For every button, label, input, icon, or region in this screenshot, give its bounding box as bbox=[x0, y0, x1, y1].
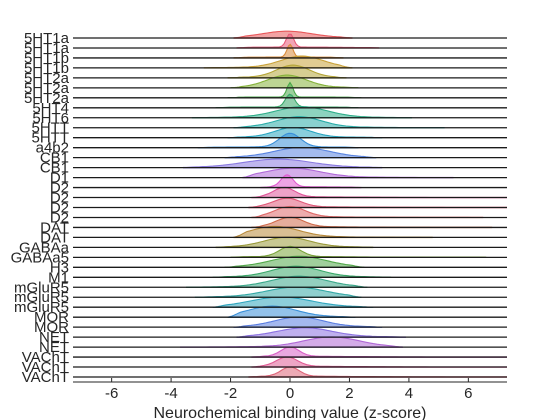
y-tick-label: D2 bbox=[50, 180, 69, 197]
density-area bbox=[236, 327, 406, 338]
y-tick-label: 5HT1b bbox=[24, 60, 69, 77]
ridge-mGluR5 bbox=[212, 296, 374, 308]
density-area bbox=[227, 305, 356, 318]
density-area bbox=[233, 43, 344, 59]
y-tick-label: NET bbox=[39, 339, 69, 356]
ridge-VAChT bbox=[251, 346, 507, 358]
y-tick-label: CB1 bbox=[40, 150, 69, 167]
y-tick-label: 5HT2a bbox=[24, 90, 70, 107]
x-axis: -6 -4 -2 0 2 4 6 bbox=[73, 378, 507, 402]
y-tick-label: 5HT2a bbox=[24, 70, 70, 87]
density-area bbox=[251, 186, 507, 199]
ridge-D2 bbox=[248, 197, 507, 209]
y-tick-label: MOR bbox=[34, 309, 69, 326]
y-tick-label: DAT bbox=[40, 229, 69, 246]
y-tick-label: CB1 bbox=[40, 160, 69, 177]
x-tick-label: 2 bbox=[345, 385, 353, 402]
density-area bbox=[182, 158, 383, 169]
y-tick-label: D2 bbox=[50, 190, 69, 207]
density-area bbox=[224, 255, 365, 268]
y-tick-label: H3 bbox=[50, 259, 69, 276]
y-tick-label: M1 bbox=[48, 269, 69, 286]
ridges bbox=[73, 30, 507, 378]
y-tick-label: VAChT bbox=[22, 369, 69, 386]
y-tick-label: mGluR5 bbox=[14, 289, 69, 306]
density-area bbox=[233, 316, 383, 328]
density-area bbox=[194, 286, 362, 298]
ridge-VAChT bbox=[251, 356, 507, 368]
density-area bbox=[248, 366, 507, 378]
density-area bbox=[251, 216, 493, 228]
y-tick-label: VAChT bbox=[22, 349, 69, 366]
density-area bbox=[224, 146, 377, 159]
ridge-D2 bbox=[251, 186, 507, 199]
y-tick-label: VAChT bbox=[22, 359, 69, 376]
density-area bbox=[227, 126, 383, 139]
density-area bbox=[248, 197, 507, 209]
x-axis-label: Neurochemical binding value (z-score) bbox=[153, 405, 426, 420]
ridge-VAChT bbox=[248, 366, 507, 378]
x-tick-label: 4 bbox=[405, 385, 413, 402]
density-area bbox=[233, 30, 353, 39]
y-tick-label: D1 bbox=[50, 170, 69, 187]
x-tick-label: 0 bbox=[286, 385, 294, 402]
density-area bbox=[212, 296, 374, 308]
density-area bbox=[227, 64, 347, 79]
y-tick-label: D2 bbox=[50, 209, 69, 226]
y-tick-label: 5HTT bbox=[32, 130, 70, 147]
y-tick-label: D2 bbox=[50, 200, 69, 217]
y-tick-label: mGluR5 bbox=[14, 279, 69, 296]
y-tick-label: 5HT6 bbox=[32, 110, 69, 127]
y-tick-label: 5HTT bbox=[32, 120, 70, 137]
y-tick-label: 5HT1b bbox=[24, 50, 69, 67]
y-tick-label: DAT bbox=[40, 219, 69, 236]
ridge-MOR bbox=[233, 316, 383, 328]
ridge-GABAa bbox=[215, 236, 374, 249]
x-tick-label: 6 bbox=[464, 385, 472, 402]
y-tick-label: mGluR5 bbox=[14, 299, 69, 316]
y-tick-label: MOR bbox=[34, 319, 69, 336]
y-tick-label: GABAa5 bbox=[11, 249, 69, 266]
ridge-5HT4 bbox=[215, 93, 359, 109]
ridge-CB1 bbox=[224, 146, 377, 159]
y-tick-label: 5HT2a bbox=[24, 80, 70, 97]
y-tick-label: 5HT1a bbox=[24, 40, 70, 57]
ridge-mGluR5 bbox=[194, 286, 362, 298]
ridge-5HTT bbox=[227, 126, 383, 139]
x-tick-label: -6 bbox=[105, 385, 118, 402]
x-tick-label: -4 bbox=[164, 385, 177, 402]
y-tick-label: a4b2 bbox=[36, 140, 69, 157]
ridge-D1 bbox=[242, 167, 454, 179]
y-tick-label: NET bbox=[39, 329, 69, 346]
density-area bbox=[242, 167, 454, 179]
y-tick-labels: 5HT1a5HT1a5HT1b5HT1b5HT2a5HT2a5HT2a5HT45… bbox=[11, 30, 70, 386]
ridge-NET bbox=[236, 327, 406, 338]
density-area bbox=[215, 93, 359, 109]
x-tick-label: -2 bbox=[224, 385, 237, 402]
y-tick-label: 5HT4 bbox=[32, 100, 69, 117]
density-area bbox=[230, 74, 359, 89]
density-area bbox=[180, 336, 404, 348]
y-tick-label: 5HT1a bbox=[24, 30, 70, 47]
ridge-5HT1b bbox=[233, 43, 344, 59]
ridge-NET bbox=[180, 336, 404, 348]
ridge-CB1 bbox=[182, 158, 383, 169]
density-area bbox=[251, 356, 507, 368]
ridge-DAT bbox=[251, 216, 493, 229]
y-tick-label: GABAa bbox=[19, 239, 70, 256]
density-area bbox=[251, 346, 507, 358]
density-area bbox=[215, 236, 374, 248]
